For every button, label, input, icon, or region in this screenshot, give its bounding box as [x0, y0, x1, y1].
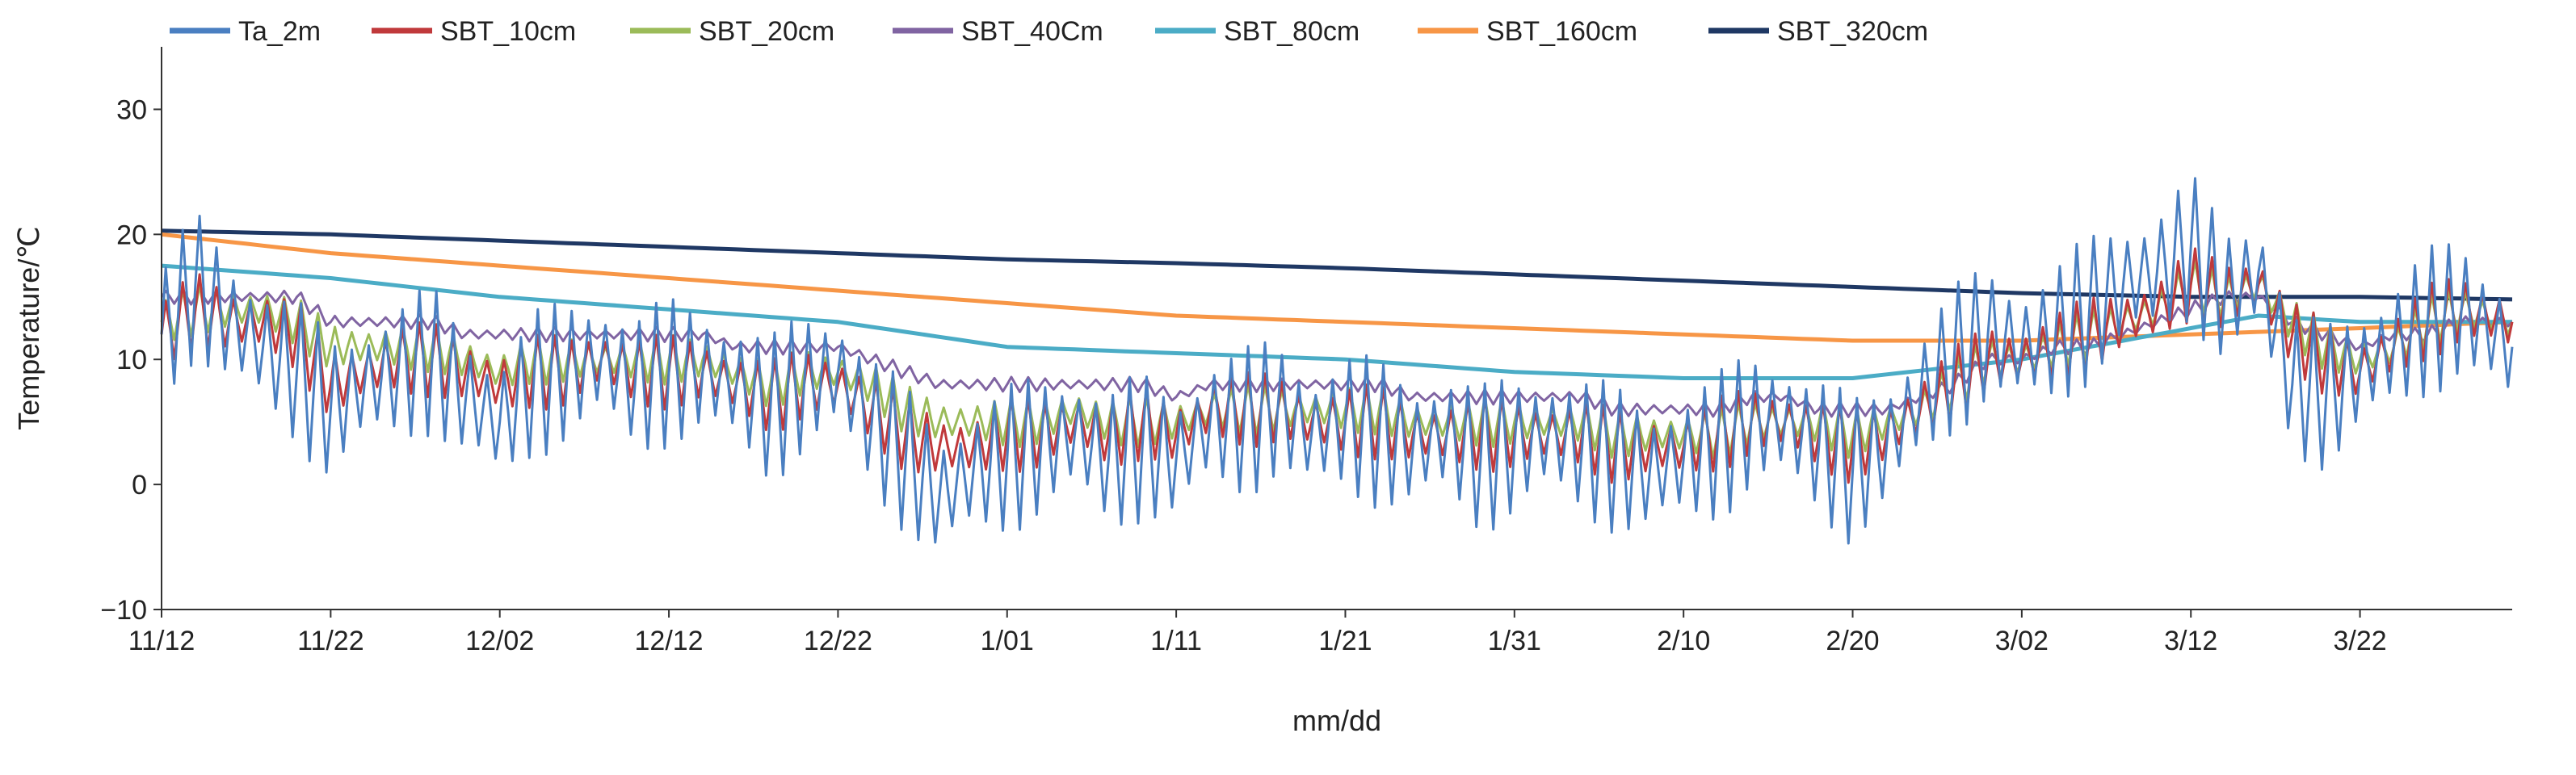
y-tick-label: 0 [132, 470, 147, 501]
x-tick-label: 3/02 [1995, 626, 2049, 656]
legend-item: SBT_40Cm [893, 16, 1103, 47]
x-tick-label: 12/02 [465, 626, 534, 656]
x-tick-label: 1/11 [1150, 626, 1202, 656]
plot-area [160, 177, 2514, 545]
legend-item: SBT_160cm [1418, 16, 1637, 47]
y-tick-label: −10 [100, 595, 147, 626]
x-tick-label: 3/22 [2333, 626, 2386, 656]
series-line-ta-2m [160, 177, 2514, 545]
legend-label: SBT_320cm [1777, 16, 1928, 47]
y-tick-label: 10 [116, 345, 147, 375]
y-tick-label: 20 [116, 220, 147, 250]
x-tick-label: 1/01 [981, 626, 1034, 656]
legend-item: SBT_320cm [1708, 16, 1928, 47]
y-ticks: −10 0 10 20 30 [100, 94, 162, 626]
legend-label: SBT_40Cm [961, 16, 1103, 47]
y-tick-label: 30 [116, 94, 147, 125]
legend-label: Ta_2m [238, 16, 321, 47]
x-tick-label: 11/22 [297, 626, 364, 656]
legend-item: Ta_2m [170, 16, 321, 47]
legend-item: SBT_10cm [372, 16, 576, 47]
legend: Ta_2m SBT_10cm SBT_20cm SBT_40Cm SBT_80cm SBT… [170, 16, 1928, 47]
legend-label: SBT_80cm [1224, 16, 1359, 47]
x-tick-label: 1/31 [1488, 626, 1541, 656]
legend-label: SBT_20cm [699, 16, 834, 47]
x-tick-label: 12/12 [635, 626, 704, 656]
x-tick-label: 3/12 [2164, 626, 2217, 656]
x-tick-label: 2/20 [1826, 626, 1879, 656]
x-tick-label: 1/21 [1318, 626, 1372, 656]
x-axis-title: mm/dd [1292, 704, 1381, 737]
series-line-sbt-320cm [161, 228, 2513, 302]
legend-label: SBT_10cm [440, 16, 576, 47]
y-axis-title: Temperature/℃ [12, 226, 45, 430]
legend-label: SBT_160cm [1486, 16, 1637, 47]
x-tick-label: 12/22 [804, 626, 872, 656]
axes: −10 0 10 20 30 11/12 11/22 12/02 12/12 12/22 1/01… [100, 47, 2512, 656]
x-tick-label: 11/12 [128, 626, 195, 656]
legend-item: SBT_20cm [630, 16, 834, 47]
x-tick-label: 2/10 [1657, 626, 1710, 656]
x-ticks: 11/12 11/22 12/02 12/12 12/22 1/01 1/11 1/21 1/3… [128, 610, 2387, 656]
legend-item: SBT_80cm [1155, 16, 1359, 47]
